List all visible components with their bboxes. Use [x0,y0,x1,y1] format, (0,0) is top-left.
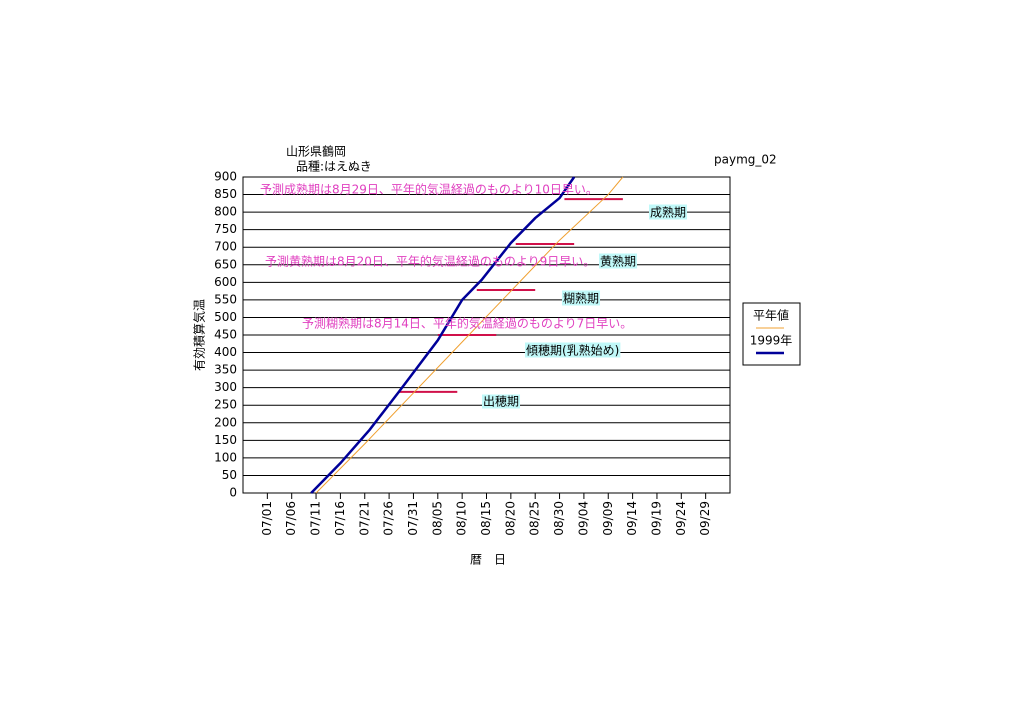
chart-code: paymg_02 [714,153,777,167]
y-tick-label: 350 [214,363,237,377]
stage-label-bg [562,290,601,306]
y-tick-label: 300 [214,380,237,394]
y-tick-label: 200 [214,415,237,429]
x-tick-label: 08/20 [503,501,517,536]
y-tick-label: 400 [214,345,237,359]
annotation: 予測黄熟期は8月20日、平年的気温経過のものより9日早い。 [265,254,595,269]
series-line [310,176,576,494]
stage-label: 成熟期 [650,205,686,220]
stage-label: 傾穂期(乳熟始め) [526,343,619,358]
stage-label-bg [482,394,521,409]
annotation: 予測糊熟期は8月14日、平年的気温経過のものより7日早い。 [302,316,632,331]
stage-label-bg [649,204,688,220]
y-tick-label: 700 [214,240,237,254]
y-tick-label: 250 [214,398,237,412]
y-tick-label: 900 [214,170,237,184]
x-tick-label: 09/19 [649,501,663,536]
x-tick-label: 08/10 [455,501,469,536]
x-tick-label: 08/25 [528,501,542,536]
series-line [315,176,624,494]
x-tick-label: 07/01 [260,501,274,536]
y-tick-label: 650 [214,257,237,271]
annotation: 予測成熟期は8月29日、平年的気温経過のものより10日早い。 [260,182,598,197]
x-tick-label: 07/21 [357,501,371,536]
x-tick-label: 09/24 [674,501,688,536]
stage-label: 黄熟期 [600,254,636,269]
y-axis-label: 有効積算気温 [192,299,207,371]
x-tick-label: 09/14 [625,501,639,536]
y-tick-label: 150 [214,433,237,447]
x-tick-label: 07/26 [382,501,396,536]
stage-label: 糊熟期 [563,291,599,306]
y-tick-label: 100 [214,450,237,464]
x-axis-label: 暦 日 [470,553,506,567]
y-tick-label: 750 [214,222,237,236]
stage-label: 出穂期 [483,395,519,409]
y-tick-label: 450 [214,328,237,342]
x-tick-label: 09/04 [576,501,590,536]
y-tick-label: 500 [214,310,237,324]
x-tick-label: 09/29 [698,501,712,536]
y-tick-label: 850 [214,187,237,201]
legend-label: 平年値 [753,308,789,323]
y-tick-label: 550 [214,292,237,306]
y-tick-label: 600 [214,275,237,289]
x-tick-label: 07/06 [284,501,298,536]
stage-label-bg [599,253,638,269]
x-tick-label: 07/11 [309,501,323,536]
chart-title: 山形県鶴岡 [286,144,346,159]
x-tick-label: 08/30 [552,501,566,536]
x-tick-label: 08/05 [430,501,444,536]
y-tick-label: 50 [222,468,237,482]
x-tick-label: 07/31 [406,501,420,536]
x-tick-label: 07/16 [333,501,347,536]
chart-subtitle: 品種:はえぬき [296,160,372,174]
y-tick-label: 800 [214,205,237,219]
y-tick-label: 0 [229,486,237,500]
legend-label: 1999年 [750,334,793,348]
stage-label-bg [525,342,621,358]
legend-box [742,302,801,366]
x-tick-label: 08/15 [479,501,493,536]
x-tick-label: 09/09 [601,501,615,536]
